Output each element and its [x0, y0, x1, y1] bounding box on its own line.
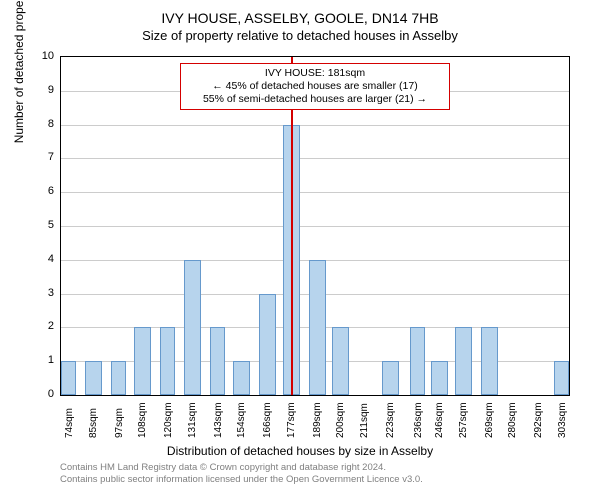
x-axis-label: Distribution of detached houses by size …	[0, 444, 600, 458]
histogram-bar	[332, 327, 349, 395]
histogram-bar	[455, 327, 472, 395]
y-tick-label: 6	[24, 185, 54, 197]
grid-line	[61, 158, 569, 159]
x-tick-label: 246sqm	[434, 402, 445, 438]
histogram-bar	[233, 361, 250, 395]
histogram-bar	[481, 327, 498, 395]
annotation-line1: IVY HOUSE: 181sqm	[187, 67, 443, 80]
y-tick-label: 3	[24, 287, 54, 299]
x-tick-label: 211sqm	[359, 403, 370, 438]
histogram-bar	[210, 327, 225, 395]
x-tick-label: 269sqm	[484, 402, 495, 438]
x-tick-label: 108sqm	[137, 402, 148, 438]
histogram-bar	[184, 260, 201, 395]
x-tick-label: 223sqm	[385, 402, 396, 438]
x-tick-label: 74sqm	[64, 408, 75, 438]
x-tick-label: 85sqm	[88, 408, 99, 438]
histogram-bar	[431, 361, 448, 395]
x-tick-label: 143sqm	[213, 402, 224, 438]
x-tick-label: 154sqm	[236, 402, 247, 438]
x-tick-label: 166sqm	[262, 402, 273, 438]
y-tick-label: 2	[24, 320, 54, 332]
x-tick-label: 303sqm	[557, 402, 568, 438]
y-tick-label: 1	[24, 354, 54, 366]
y-tick-label: 8	[24, 118, 54, 130]
y-tick-label: 4	[24, 253, 54, 265]
grid-line	[61, 125, 569, 126]
histogram-bar	[554, 361, 569, 395]
grid-line	[61, 226, 569, 227]
x-tick-label: 97sqm	[114, 408, 125, 438]
x-tick-label: 200sqm	[335, 402, 346, 438]
histogram-bar	[382, 361, 399, 395]
annotation-line3: 55% of semi-detached houses are larger (…	[187, 93, 443, 106]
y-tick-label: 10	[24, 50, 54, 62]
x-tick-label: 131sqm	[187, 402, 198, 438]
title-sub: Size of property relative to detached ho…	[0, 26, 600, 43]
x-tick-label: 292sqm	[533, 402, 544, 438]
annotation-box: IVY HOUSE: 181sqm ← 45% of detached hous…	[180, 63, 450, 110]
histogram-bar	[309, 260, 326, 395]
plot-area: IVY HOUSE: 181sqm ← 45% of detached hous…	[60, 56, 570, 396]
grid-line	[61, 192, 569, 193]
chart-container: IVY HOUSE, ASSELBY, GOOLE, DN14 7HB Size…	[0, 0, 600, 500]
y-tick-label: 5	[24, 219, 54, 231]
x-tick-label: 280sqm	[507, 402, 518, 438]
footer-attribution: Contains HM Land Registry data © Crown c…	[60, 462, 423, 486]
y-tick-label: 9	[24, 84, 54, 96]
x-tick-label: 189sqm	[312, 402, 323, 438]
x-tick-label: 177sqm	[286, 402, 297, 438]
y-tick-label: 7	[24, 151, 54, 163]
annotation-line2: ← 45% of detached houses are smaller (17…	[187, 80, 443, 93]
histogram-bar	[61, 361, 76, 395]
footer-line2: Contains public sector information licen…	[60, 474, 423, 486]
histogram-bar	[85, 361, 102, 395]
histogram-bar	[111, 361, 126, 395]
y-tick-label: 0	[24, 388, 54, 400]
x-tick-label: 236sqm	[413, 402, 424, 438]
histogram-bar	[410, 327, 425, 395]
histogram-bar	[160, 327, 175, 395]
x-tick-label: 257sqm	[458, 402, 469, 438]
histogram-bar	[134, 327, 151, 395]
x-tick-label: 120sqm	[163, 402, 174, 438]
title-main: IVY HOUSE, ASSELBY, GOOLE, DN14 7HB	[0, 0, 600, 26]
footer-line1: Contains HM Land Registry data © Crown c…	[60, 462, 423, 474]
histogram-bar	[259, 294, 276, 395]
